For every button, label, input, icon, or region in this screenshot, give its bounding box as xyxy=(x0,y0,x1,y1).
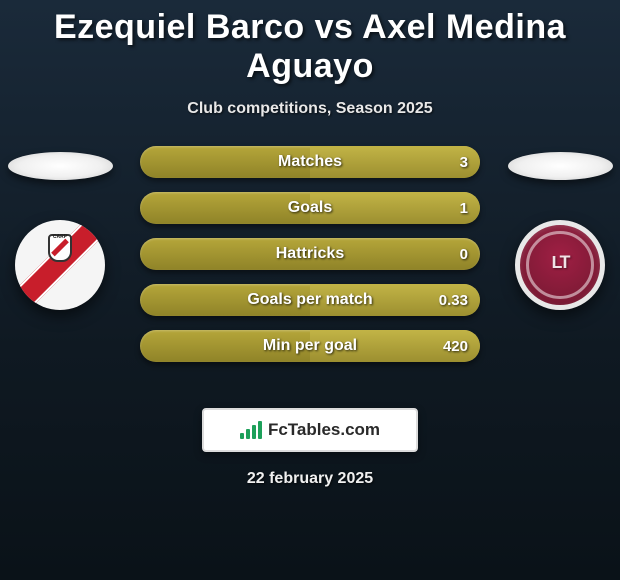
brand-text: FcTables.com xyxy=(268,420,380,440)
left-player-column: CARP xyxy=(0,146,120,310)
crest-shield-text: CARP xyxy=(50,234,70,240)
crest-ring xyxy=(526,231,594,299)
stat-row: Goals1 xyxy=(140,192,480,224)
stat-value-right: 3 xyxy=(460,146,468,178)
stat-value-right: 0 xyxy=(460,238,468,270)
page-title: Ezequiel Barco vs Axel Medina Aguayo xyxy=(0,0,620,86)
stat-value-right: 0.33 xyxy=(439,284,468,316)
crest-shield-stripe xyxy=(51,239,69,257)
brand-badge[interactable]: FcTables.com xyxy=(202,408,418,452)
brand-bars-icon xyxy=(240,421,262,439)
left-player-silhouette xyxy=(8,152,113,180)
stat-row: Hattricks0 xyxy=(140,238,480,270)
stat-label: Hattricks xyxy=(140,238,480,270)
subtitle: Club competitions, Season 2025 xyxy=(0,100,620,118)
stat-fill-right xyxy=(310,146,480,178)
right-player-column: ᴸᵀ xyxy=(500,146,620,310)
comparison-panel: CARP ᴸᵀ Matches3 Goals1 Hattricks0 Goals pe… xyxy=(0,146,620,386)
left-club-crest: CARP xyxy=(15,220,105,310)
stat-value-right: 420 xyxy=(443,330,468,362)
stat-value-right: 1 xyxy=(460,192,468,224)
stat-row: Matches3 xyxy=(140,146,480,178)
date-caption: 22 february 2025 xyxy=(0,470,620,488)
stat-row: Goals per match0.33 xyxy=(140,284,480,316)
right-player-silhouette xyxy=(508,152,613,180)
stat-rows: Matches3 Goals1 Hattricks0 Goals per match0… xyxy=(140,146,480,362)
crest-shield: CARP xyxy=(48,234,72,262)
right-club-crest: ᴸᵀ xyxy=(515,220,605,310)
stat-row: Min per goal420 xyxy=(140,330,480,362)
stat-fill-right xyxy=(310,192,480,224)
